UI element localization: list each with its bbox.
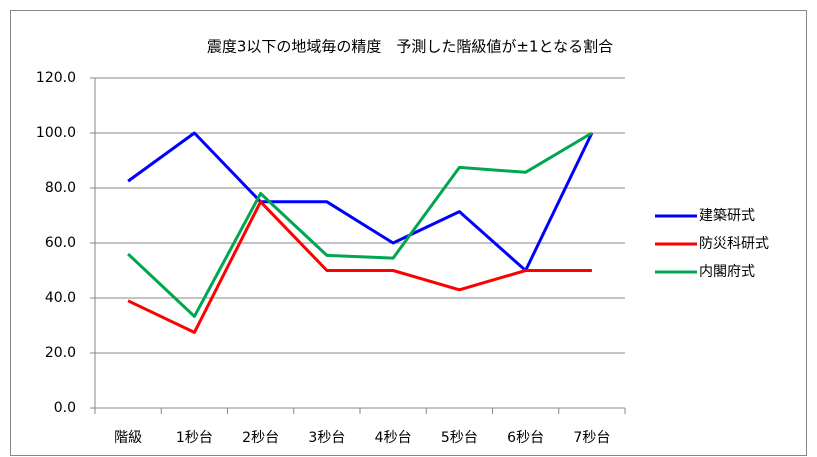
series-line xyxy=(127,200,592,334)
series-line xyxy=(127,131,593,318)
x-tick-label: 4秒台 xyxy=(375,430,412,446)
x-tick-label: 6秒台 xyxy=(507,430,544,446)
y-tick-label: 40.0 xyxy=(45,290,76,306)
y-tick-label: 0.0 xyxy=(54,400,76,416)
y-tick-label: 100.0 xyxy=(36,125,76,141)
x-tick-label: 3秒台 xyxy=(308,430,345,446)
x-tick-label: 1秒台 xyxy=(176,430,213,446)
y-tick-label: 60.0 xyxy=(45,235,76,251)
x-tick-label: 5秒台 xyxy=(441,430,478,446)
x-tick-label: 7秒台 xyxy=(573,430,610,446)
series-line xyxy=(127,131,594,272)
legend-label: 防災科研式 xyxy=(699,236,769,252)
x-tick-label: 2秒台 xyxy=(242,430,279,446)
legend-label: 建築研式 xyxy=(699,208,755,224)
legend-label: 内閣府式 xyxy=(699,264,755,280)
y-tick-label: 80.0 xyxy=(45,180,76,196)
x-tick-label: 階級 xyxy=(114,430,142,446)
chart-border xyxy=(10,10,807,456)
y-tick-label: 20.0 xyxy=(45,345,76,361)
chart-title: 震度3以下の地域毎の精度 予測した階級値が±1となる割合 xyxy=(207,38,613,56)
y-tick-label: 120.0 xyxy=(36,70,76,86)
